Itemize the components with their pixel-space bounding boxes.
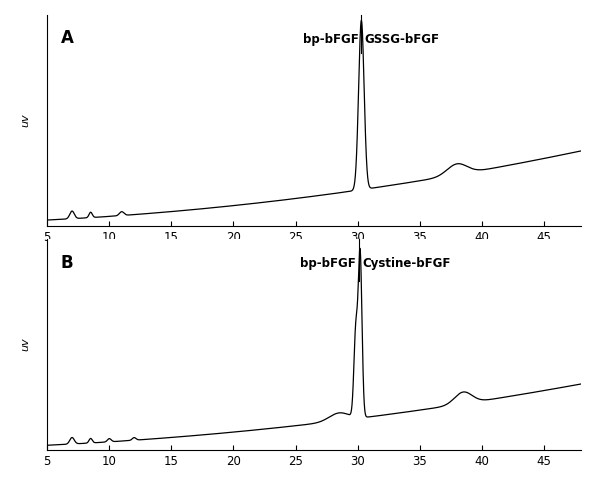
Text: B: B <box>61 254 73 272</box>
Text: bp-bFGF: bp-bFGF <box>303 33 358 46</box>
Text: bp-bFGF: bp-bFGF <box>300 258 356 270</box>
Text: uv: uv <box>21 338 31 352</box>
Text: uv: uv <box>21 113 31 127</box>
Text: Cystine-bFGF: Cystine-bFGF <box>362 258 450 270</box>
Text: GSSG-bFGF: GSSG-bFGF <box>365 33 440 46</box>
Text: A: A <box>61 29 73 47</box>
